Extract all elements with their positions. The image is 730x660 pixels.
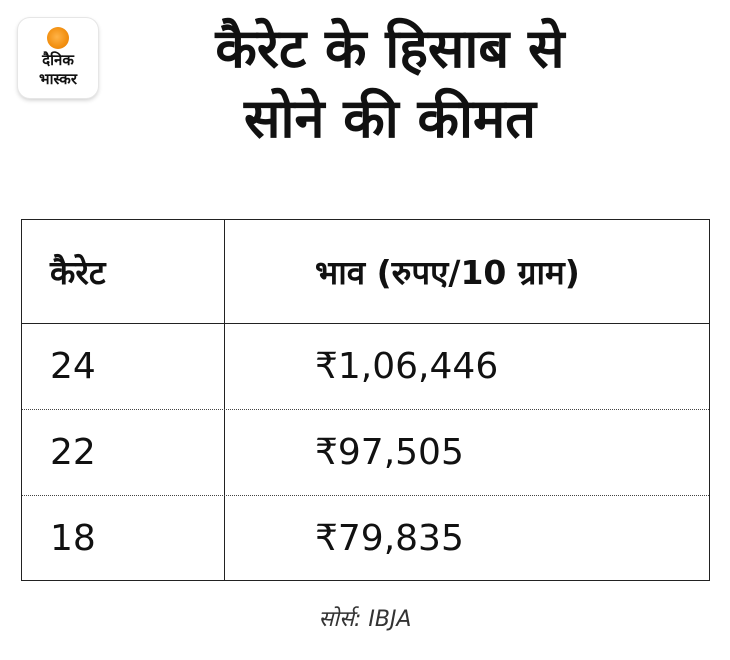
table-row: 24 ₹1,06,446: [22, 324, 709, 410]
logo-line-2: भास्कर: [39, 70, 77, 88]
source-credit: सोर्स: IBJA: [318, 607, 412, 632]
header-karat: कैरेट: [50, 253, 106, 292]
sun-icon: [41, 21, 75, 55]
price-cell: ₹79,835: [315, 517, 464, 559]
gold-price-table: कैरेट भाव (रुपए/10 ग्राम) 24 ₹1,06,446 2…: [21, 219, 710, 581]
logo-line-1: दैनिक: [42, 51, 74, 69]
karat-cell: 18: [50, 517, 96, 559]
karat-cell: 24: [50, 346, 96, 387]
title-line-1: कैरेट के हिसाब से: [215, 17, 565, 80]
title-line-2: सोने की कीमत: [243, 87, 537, 150]
table-row: 18 ₹79,835: [22, 496, 709, 580]
price-cell: ₹1,06,446: [315, 346, 499, 387]
column-divider: [224, 220, 225, 580]
table-row: 22 ₹97,505: [22, 410, 709, 496]
price-cell: ₹97,505: [315, 432, 464, 473]
page-title: कैरेट के हिसाब से सोने की कीमत: [140, 14, 640, 154]
header-price: भाव (रुपए/10 ग्राम): [315, 253, 580, 292]
table-header-row: कैरेट भाव (रुपए/10 ग्राम): [22, 220, 709, 324]
dainik-bhaskar-logo: दैनिक भास्कर: [18, 18, 98, 98]
karat-cell: 22: [50, 432, 96, 473]
